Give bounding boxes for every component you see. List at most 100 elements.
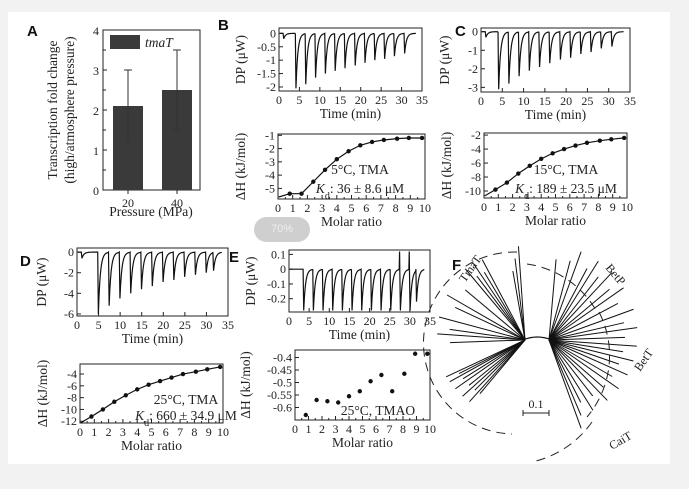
data-point <box>169 375 174 380</box>
data-point <box>379 372 384 378</box>
data-point <box>527 163 532 169</box>
y-tick-label: -0.5 <box>273 376 292 390</box>
x-tick-label: 10 <box>518 94 530 108</box>
y-axis-label: ΔH (kJ/mol) <box>238 351 253 419</box>
tree-branch <box>450 339 526 344</box>
x-tick-label: 8 <box>595 200 601 214</box>
y-tick-label: -12 <box>61 414 77 428</box>
x-tick-label: 3 <box>333 422 339 436</box>
x-tick-label: 10 <box>114 318 126 332</box>
thermogram-trace <box>289 251 425 311</box>
x-tick-label: 10 <box>621 200 633 214</box>
tree-branch <box>548 339 582 416</box>
plot-frame <box>480 27 631 93</box>
y-tick-label: -2 <box>64 266 74 280</box>
y-tick-label: -6 <box>67 379 77 393</box>
condition-label: 25°C, TMAO <box>341 403 415 418</box>
y-tick-label: -6 <box>64 307 74 321</box>
zoom-level-badge[interactable]: 70% <box>254 217 310 242</box>
x-tick-label: 25 <box>375 93 387 107</box>
panel-label-f: F <box>452 257 461 274</box>
y-axis-label: DP (μW) <box>34 257 49 306</box>
data-point <box>157 378 163 384</box>
data-point <box>287 191 292 196</box>
tree-branch <box>548 339 608 401</box>
x-tick-label: 35 <box>424 314 436 328</box>
x-tick-label: 20 <box>560 94 572 108</box>
y-tick-label: 0 <box>270 26 276 40</box>
x-tick-label: 40 <box>171 196 183 210</box>
x-tick-label: 5 <box>296 93 302 107</box>
panel-label-b: B <box>218 17 229 34</box>
tree-branch <box>548 322 625 341</box>
y-tick-label: -6 <box>471 156 481 170</box>
y-tick-label: 0 <box>93 184 99 198</box>
y-tick-label: -8 <box>471 170 481 184</box>
data-point <box>135 387 140 392</box>
y-tick-label: -1.5 <box>257 67 276 81</box>
thermogram-trace <box>77 250 223 314</box>
thermogram-trace <box>481 30 624 90</box>
tree-branch <box>514 258 526 341</box>
x-tick-label: 30 <box>396 93 408 107</box>
kd-subscript: d <box>144 418 149 429</box>
tree-branch <box>548 308 634 341</box>
data-point <box>205 367 210 372</box>
y-tick-label: -8 <box>67 391 77 405</box>
tree-branch <box>548 339 619 390</box>
y-tick-label: -2 <box>471 128 481 142</box>
x-tick-label: 35 <box>624 94 636 108</box>
tree-branch <box>462 339 526 380</box>
data-point <box>412 351 418 356</box>
x-axis-label: Molar ratio <box>525 213 586 228</box>
x-axis-label: Pressure (MPa) <box>109 204 193 219</box>
tree-branch <box>548 339 620 365</box>
y-tick-label: -4 <box>64 286 74 300</box>
x-tick-label: 1 <box>495 200 501 214</box>
data-point <box>217 364 223 370</box>
data-point <box>100 407 106 412</box>
y-tick-label: -0.4 <box>273 351 292 365</box>
plot-frame <box>278 27 423 92</box>
data-point <box>311 179 316 184</box>
data-point <box>180 371 186 377</box>
y-tick-label: -3 <box>468 80 478 94</box>
data-point <box>299 191 304 196</box>
x-tick-label: 7 <box>387 422 393 436</box>
data-point <box>597 138 603 143</box>
y-axis-label-line2: (high/atmosphere pressure) <box>62 36 77 183</box>
x-tick-label: 15 <box>343 314 355 328</box>
x-axis-label: Time (min) <box>525 107 586 122</box>
y-tick-label: -10 <box>465 184 481 198</box>
tree-branch <box>548 287 624 341</box>
condition-label: 25°C, TMA <box>154 392 219 407</box>
x-tick-label: 15 <box>539 94 551 108</box>
x-tick-label: 10 <box>424 422 436 436</box>
data-point <box>493 187 498 192</box>
y-tick-label: -4 <box>67 367 77 381</box>
condition-label: 5°C, TMA <box>331 162 389 177</box>
tree-branch <box>512 270 526 341</box>
y-tick-label: 0.1 <box>271 247 286 261</box>
tree-branch <box>464 289 526 341</box>
kd-symbol: K <box>315 181 326 196</box>
x-tick-label: 5 <box>96 318 102 332</box>
kd-value: : 36 ± 8.6 μM <box>330 181 404 196</box>
x-tick-label: 9 <box>610 200 616 214</box>
y-tick-label: 0 <box>280 262 286 276</box>
tree-branch <box>473 263 526 341</box>
tree-branch <box>548 339 634 362</box>
y-tick-label: -1 <box>468 43 478 57</box>
y-axis-label: ΔH (kJ/mol) <box>233 133 248 201</box>
x-tick-label: 0 <box>77 425 83 439</box>
x-tick-label: 5 <box>360 422 366 436</box>
x-tick-label: 3 <box>120 425 126 439</box>
x-tick-label: 9 <box>407 201 413 215</box>
y-tick-label: -1 <box>265 128 275 142</box>
y-tick-label: 4 <box>93 24 99 38</box>
legend-label: tmaT <box>145 35 174 50</box>
tree-branch <box>548 259 557 341</box>
tree-branch <box>481 259 526 341</box>
x-tick-label: 0 <box>481 200 487 214</box>
x-tick-label: 5 <box>553 200 559 214</box>
